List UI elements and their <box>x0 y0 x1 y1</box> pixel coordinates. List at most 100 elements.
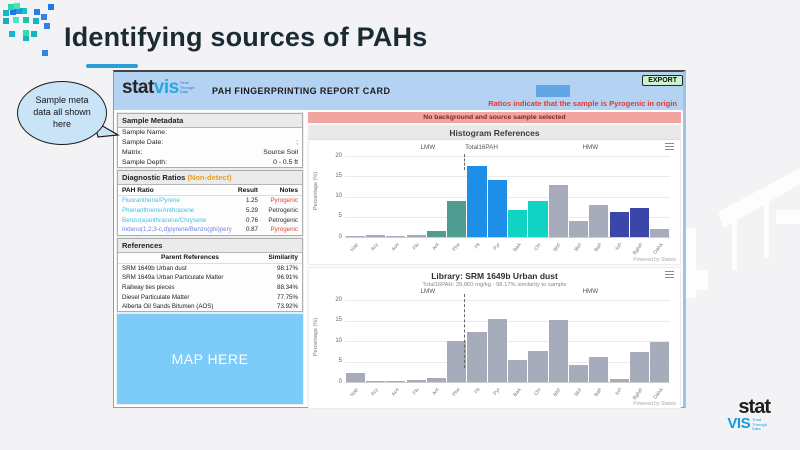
x-tick-label: Flu <box>411 242 421 252</box>
bar-Acy[interactable] <box>365 234 386 237</box>
bar-Phe[interactable] <box>447 341 467 382</box>
reference-name: Railway ties pieces <box>122 283 175 291</box>
bar-Nap[interactable] <box>345 236 365 237</box>
ratio-row: Phenanthrene/Anthracene 5.29 Petrogenic <box>118 206 302 216</box>
metadata-value: 0 - 0.5 ft <box>273 158 298 166</box>
x-tick-label: BaP <box>593 387 604 399</box>
ratio-note: Petrogenic <box>268 216 298 224</box>
bar-BkF[interactable] <box>569 364 589 382</box>
ratio-note: Petrogenic <box>268 207 298 215</box>
bar-Phe[interactable] <box>447 201 467 237</box>
annotation-bubble-text: Sample meta data all shown here <box>33 95 91 129</box>
chart-menu-icon[interactable] <box>665 271 674 278</box>
bar-Chr[interactable] <box>528 350 548 382</box>
bar-Pyr[interactable] <box>487 179 507 237</box>
bar-BkF[interactable] <box>569 220 589 237</box>
ratio-name-link[interactable]: Fluoranthene/Pyrene <box>122 197 180 205</box>
sample-metadata-panel: Sample Metadata Sample Name: Sample Date:… <box>117 113 303 169</box>
bar-Ant[interactable] <box>426 377 446 382</box>
charts-area: No background and source sample selected… <box>306 110 683 409</box>
ratio-name-link[interactable]: Phenanthrene/Anthracene <box>122 207 195 215</box>
bar-BaP[interactable] <box>589 356 609 382</box>
ratio-row: Fluoranthene/Pyrene 1.25 Pyrogenic <box>118 196 302 206</box>
col-parent-references: Parent References <box>161 254 219 261</box>
bar-BaA[interactable] <box>508 360 528 382</box>
bar-Flu[interactable] <box>406 379 426 382</box>
library-reference-plot: Library: SRM 1649b Urban dust Total16PAH… <box>309 268 680 408</box>
x-tick-label: Nap <box>349 242 360 253</box>
metadata-value: Source Soil <box>263 148 298 156</box>
bar-Pyr[interactable] <box>487 318 507 382</box>
bar-Flt[interactable] <box>467 331 487 382</box>
bar-BghiP[interactable] <box>629 352 650 382</box>
logo-stat: stat <box>122 77 154 98</box>
x-tick-label: Pyr <box>492 242 503 252</box>
ratio-name-link[interactable]: Indeno(1,2,3-c,d)pyrene/Benzo(ghi)peryle… <box>122 226 232 234</box>
gridline <box>345 300 670 301</box>
bar-BaP[interactable] <box>589 205 609 237</box>
reference-row: Alberta Oil Sands Bitumen (AOS) 73.92% <box>118 302 302 312</box>
col-result: Result <box>237 186 258 194</box>
logo-vis: vis <box>153 77 179 98</box>
bar-Ace[interactable] <box>386 236 406 237</box>
bar-Ant[interactable] <box>426 230 446 237</box>
x-tick-label: Flt <box>473 242 482 251</box>
x-tick-label: Phe <box>451 242 462 253</box>
bar-BbF[interactable] <box>548 319 568 382</box>
gridline <box>345 382 670 383</box>
bar-Nap[interactable] <box>345 372 365 382</box>
metadata-value: ; <box>296 139 298 147</box>
bar-Acy[interactable] <box>365 380 386 382</box>
histogram-references-plot: Percentage (%) Powered by Statvis 0 5 10 15… <box>309 140 680 264</box>
col-notes: Notes <box>279 186 298 194</box>
col-pah-ratio: PAH Ratio <box>122 186 154 194</box>
x-tick-label: Acy <box>370 387 381 398</box>
x-tick-label: Phe <box>451 387 462 398</box>
reference-row: Railway ties pieces 88.34% <box>118 283 302 293</box>
bar-DahA[interactable] <box>650 228 670 237</box>
sample-metadata-header: Sample Metadata <box>118 114 302 128</box>
reference-row: Diesel Particulate Matter 77.75% <box>118 292 302 302</box>
x-tick-label: BbF <box>552 387 564 398</box>
metadata-label: Sample Depth: <box>122 158 167 166</box>
bar-Flu[interactable] <box>406 234 426 237</box>
bar-BaA[interactable] <box>508 209 528 237</box>
reference-row: SRM 1649b Urban dust 98.17% <box>118 264 302 274</box>
x-tick-label: Pyr <box>492 387 503 397</box>
x-tick-label: InP <box>614 242 624 252</box>
export-button[interactable]: EXPORT <box>642 75 683 86</box>
histogram-references-title: Histogram References <box>309 126 680 140</box>
bar-InP[interactable] <box>609 379 629 382</box>
gridline <box>345 361 670 363</box>
y-axis-label: Percentage (%) <box>313 171 319 211</box>
x-tick-label: Ant <box>431 242 442 252</box>
left-sidebar: Sample Metadata Sample Name: Sample Date:… <box>116 112 304 405</box>
bar-BbF[interactable] <box>548 184 568 237</box>
references-table-body: SRM 1649b Urban dust 98.17% SRM 1649a Urba… <box>118 264 302 312</box>
x-tick-label: InP <box>614 387 624 397</box>
footer-logo-tagline: Trust Through Data <box>752 417 768 432</box>
reference-similarity: 77.75% <box>277 293 298 301</box>
bar-DahA[interactable] <box>650 341 670 382</box>
bar-InP[interactable] <box>609 211 629 237</box>
bar-Flt[interactable] <box>467 166 487 237</box>
x-tick-label: BaA <box>511 242 523 254</box>
x-tick-label: Acy <box>370 242 381 253</box>
x-tick-label: BbF <box>552 242 564 253</box>
gridline <box>345 320 670 322</box>
chart-menu-icon[interactable] <box>665 143 674 150</box>
y-tick-label: 10 <box>335 337 342 344</box>
y-tick-label: 10 <box>335 193 342 199</box>
ratio-name-link[interactable]: Benzo(a)anthracene/Chrysene <box>122 216 207 224</box>
bar-BghiP[interactable] <box>629 208 650 237</box>
annotation-hmw: HMW <box>582 288 599 295</box>
map-placeholder[interactable]: MAP HERE <box>117 314 303 404</box>
x-tick-label: Chr <box>533 242 543 253</box>
bar-Ace[interactable] <box>386 380 406 382</box>
bar-Chr[interactable] <box>528 200 548 237</box>
footer-logo-vis: VIS <box>727 415 751 432</box>
library-chart-title: Library: SRM 1649b Urban dust <box>431 271 558 281</box>
metadata-row: Sample Name: <box>118 128 302 138</box>
references-header: References <box>118 238 302 253</box>
